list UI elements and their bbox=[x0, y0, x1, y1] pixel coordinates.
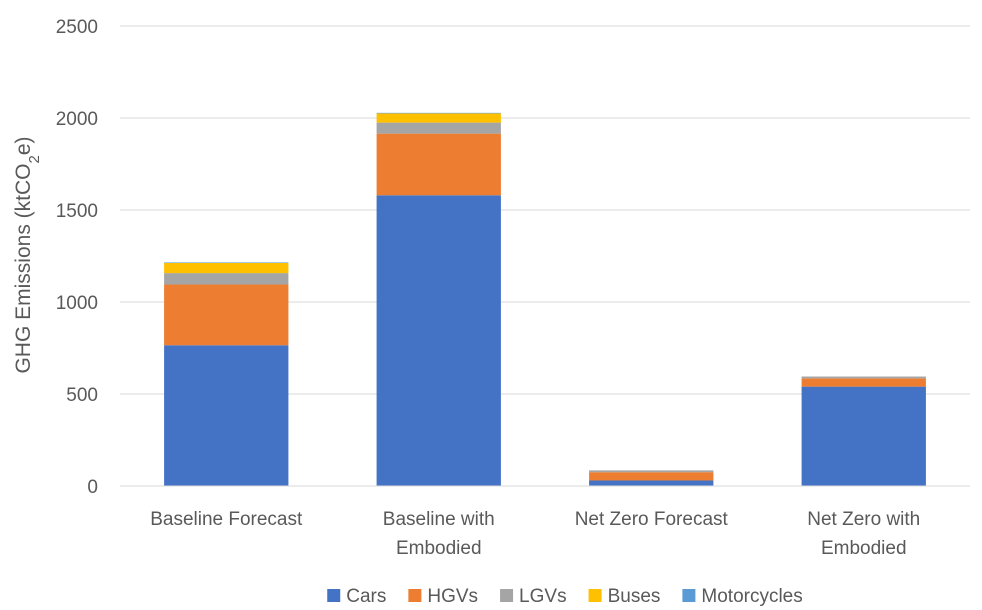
category-label-3-1: Embodied bbox=[821, 538, 907, 559]
legend-item-cars: Cars bbox=[327, 586, 386, 607]
bar-motorcycles-1 bbox=[376, 112, 501, 114]
category-label-0-0: Baseline Forecast bbox=[150, 509, 303, 530]
bar-lgvs-3 bbox=[801, 376, 926, 379]
legend-item-motorcycles: Motorcycles bbox=[682, 586, 803, 607]
bar-lgvs-2 bbox=[589, 470, 714, 473]
y-tick-label-0: 0 bbox=[87, 477, 98, 498]
legend-item-hgvs: HGVs bbox=[408, 586, 478, 607]
bar-buses-0 bbox=[164, 262, 289, 274]
legend-swatch-hgvs bbox=[408, 589, 422, 602]
y-tick-label-500: 500 bbox=[66, 385, 98, 406]
y-axis-title: GHG Emissions (ktCO2e) bbox=[12, 136, 43, 373]
y-axis-tick-labels: 0 500 1000 1500 2000 2500 bbox=[56, 17, 98, 498]
category-label-1-1: Embodied bbox=[396, 538, 482, 559]
bar-cars-0 bbox=[164, 345, 289, 486]
bar-hgvs-0 bbox=[164, 284, 289, 346]
legend-item-buses: Buses bbox=[588, 586, 661, 607]
legend-swatch-cars bbox=[327, 589, 341, 602]
bar-hgvs-1 bbox=[376, 133, 501, 196]
y-tick-label-1000: 1000 bbox=[56, 293, 98, 314]
legend-item-lgvs: LGVs bbox=[500, 586, 567, 607]
y-tick-label-2500: 2500 bbox=[56, 17, 98, 38]
legend-swatch-motorcycles bbox=[682, 589, 696, 602]
bar-hgvs-2 bbox=[589, 472, 714, 481]
category-label-3-0: Net Zero with bbox=[807, 509, 920, 530]
legend-label-buses: Buses bbox=[608, 586, 661, 607]
bar-lgvs-1 bbox=[376, 122, 501, 134]
category-label-1-0: Baseline with bbox=[383, 509, 495, 530]
legend-label-cars: Cars bbox=[346, 586, 386, 607]
legend-label-hgvs: HGVs bbox=[427, 586, 478, 607]
bar-cars-3 bbox=[801, 386, 926, 486]
bar-lgvs-0 bbox=[164, 273, 289, 285]
x-axis-category-labels: Baseline Forecast Baseline with Embodied Ne… bbox=[150, 509, 920, 559]
legend-label-lgvs: LGVs bbox=[519, 586, 567, 607]
bar-cars-2 bbox=[589, 480, 714, 486]
legend-swatch-buses bbox=[588, 589, 602, 602]
bar-motorcycles-0 bbox=[164, 262, 289, 263]
y-tick-label-2000: 2000 bbox=[56, 109, 98, 130]
legend-label-motorcycles: Motorcycles bbox=[701, 586, 802, 607]
legend-swatch-lgvs bbox=[500, 589, 514, 602]
legend: Cars HGVs LGVs Buses Motorcycles bbox=[327, 586, 803, 607]
bar-cars-1 bbox=[376, 195, 501, 486]
category-label-2-0: Net Zero Forecast bbox=[575, 509, 729, 530]
bar-buses-1 bbox=[376, 113, 501, 123]
bars bbox=[164, 112, 926, 486]
bar-hgvs-3 bbox=[801, 378, 926, 387]
y-tick-label-1500: 1500 bbox=[56, 201, 98, 222]
